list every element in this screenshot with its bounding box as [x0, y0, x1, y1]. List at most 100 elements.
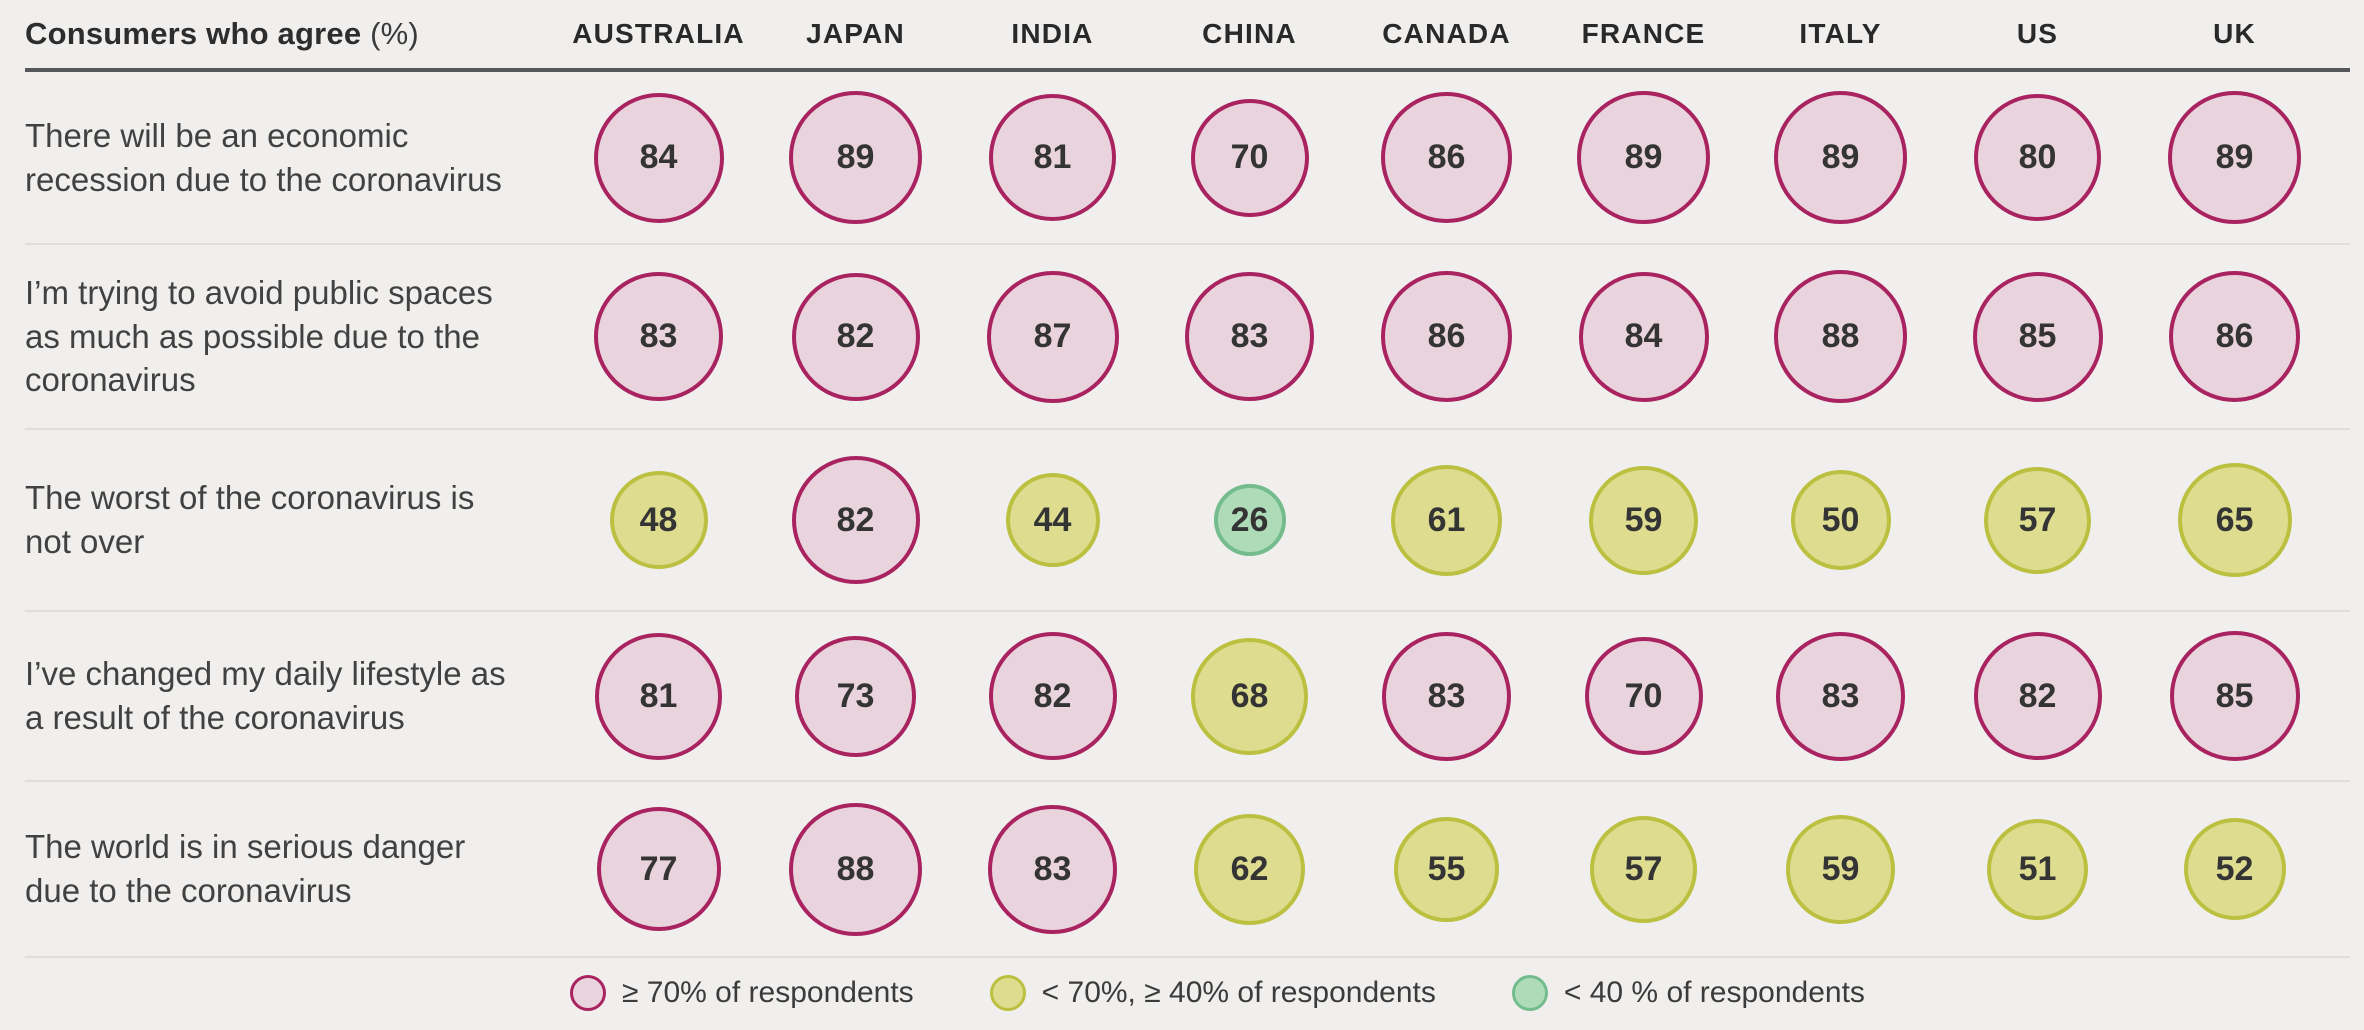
- value-bubble: 83: [1776, 631, 1905, 761]
- value-cell: 88: [757, 802, 954, 936]
- value-cell: 89: [2136, 91, 2333, 224]
- value-bubble: 62: [1194, 813, 1305, 925]
- value-bubble: 83: [988, 804, 1117, 934]
- value-cell: 50: [1742, 470, 1939, 570]
- value-cell: 65: [2136, 463, 2333, 577]
- value-bubble: 89: [1577, 91, 1710, 224]
- value-bubble: 70: [1584, 637, 1703, 755]
- column-header-china: CHINA: [1202, 18, 1297, 49]
- value-bubble: 87: [986, 270, 1119, 403]
- value-cell: 82: [757, 456, 954, 584]
- value-bubble: 57: [1984, 466, 2091, 574]
- value-bubble: 84: [1578, 271, 1709, 402]
- value-cell: 52: [2136, 818, 2333, 920]
- value-bubble: 51: [1987, 818, 2088, 920]
- column-header-australia: AUSTRALIA: [572, 18, 745, 49]
- value-cell: 70: [1545, 637, 1742, 755]
- value-cell: 26: [1151, 484, 1348, 556]
- value-cell: 59: [1545, 465, 1742, 575]
- row-label: There will be an economic recession due …: [25, 116, 502, 198]
- value-cell: 82: [954, 632, 1151, 760]
- legend-item-low: < 40 % of respondents: [1511, 975, 1865, 1011]
- value-cell: 89: [1545, 91, 1742, 224]
- value-bubble: 48: [609, 471, 708, 569]
- legend-swatch-mid: [989, 975, 1026, 1011]
- value-bubble: 73: [795, 635, 916, 757]
- value-cell: 68: [1151, 637, 1348, 755]
- column-header-india: INDIA: [1011, 18, 1094, 49]
- table-row: The worst of the coronavirus is not over…: [25, 430, 2350, 612]
- legend-item-mid: < 70%, ≥ 40% of respondents: [989, 975, 1436, 1011]
- value-bubble: 86: [2169, 271, 2300, 402]
- value-cell: 61: [1348, 464, 1545, 576]
- row-label: I’m trying to avoid public spaces as muc…: [25, 274, 493, 399]
- value-cell: 73: [757, 635, 954, 757]
- value-bubble: 89: [789, 91, 922, 224]
- value-cell: 83: [1742, 631, 1939, 761]
- value-bubble: 50: [1790, 470, 1891, 570]
- value-cell: 84: [1545, 271, 1742, 402]
- value-bubble: 55: [1394, 816, 1499, 922]
- table-row: I’ve changed my daily lifestyle as a res…: [25, 612, 2350, 782]
- table-row: There will be an economic recession due …: [25, 72, 2350, 245]
- value-bubble: 83: [594, 272, 723, 401]
- row-label: The world is in serious danger due to th…: [25, 828, 466, 909]
- value-bubble: 88: [1774, 270, 1907, 403]
- value-cell: 57: [1545, 815, 1742, 923]
- chart-title: Consumers who agree (%): [25, 16, 560, 52]
- value-bubble: 82: [988, 632, 1117, 760]
- row-label: The worst of the coronavirus is not over: [25, 479, 475, 560]
- column-header-italy: ITALY: [1799, 18, 1882, 49]
- value-cell: 86: [2136, 271, 2333, 402]
- value-bubble: 83: [1382, 631, 1511, 761]
- legend: ≥ 70% of respondents < 70%, ≥ 40% of resp…: [570, 958, 2350, 1028]
- value-cell: 86: [1348, 271, 1545, 402]
- value-bubble: 81: [595, 632, 722, 760]
- value-cell: 57: [1939, 466, 2136, 574]
- value-bubble: 86: [1381, 92, 1512, 223]
- value-bubble: 81: [989, 94, 1116, 221]
- value-bubble: 85: [1972, 271, 2103, 402]
- value-bubble: 88: [789, 802, 922, 936]
- value-bubble: 89: [1774, 91, 1907, 224]
- chart-title-text: Consumers who agree: [25, 16, 362, 51]
- column-header-france: FRANCE: [1581, 18, 1706, 49]
- legend-label: ≥ 70% of respondents: [622, 976, 914, 1009]
- value-cell: 89: [1742, 91, 1939, 224]
- value-cell: 80: [1939, 94, 2136, 221]
- column-header-us: US: [2016, 18, 2059, 49]
- table-row: The world is in serious danger due to th…: [25, 782, 2350, 958]
- value-cell: 82: [757, 272, 954, 401]
- value-cell: 44: [954, 473, 1151, 567]
- value-bubble: 68: [1191, 637, 1308, 755]
- legend-label: < 70%, ≥ 40% of respondents: [1041, 976, 1436, 1009]
- value-cell: 62: [1151, 813, 1348, 925]
- value-cell: 81: [954, 94, 1151, 221]
- value-bubble: 44: [1005, 473, 1100, 567]
- value-bubble: 85: [2169, 631, 2300, 761]
- value-bubble: 89: [2168, 91, 2301, 224]
- value-bubble: 80: [1974, 94, 2101, 221]
- value-cell: 85: [1939, 271, 2136, 402]
- value-bubble: 82: [791, 272, 920, 401]
- value-cell: 87: [954, 270, 1151, 403]
- value-cell: 55: [1348, 816, 1545, 922]
- value-cell: 51: [1939, 818, 2136, 920]
- value-bubble: 77: [596, 807, 721, 931]
- value-bubble: 86: [1381, 271, 1512, 402]
- value-cell: 59: [1742, 814, 1939, 924]
- legend-item-high: ≥ 70% of respondents: [570, 975, 914, 1011]
- row-label: I’ve changed my daily lifestyle as a res…: [25, 655, 506, 736]
- value-bubble: 61: [1391, 464, 1502, 576]
- value-bubble: 70: [1190, 98, 1309, 217]
- value-bubble: 82: [791, 456, 920, 584]
- value-cell: 82: [1939, 632, 2136, 760]
- value-cell: 83: [560, 272, 757, 401]
- value-bubble: 59: [1589, 465, 1698, 575]
- table-row: I’m trying to avoid public spaces as muc…: [25, 245, 2350, 430]
- value-cell: 88: [1742, 270, 1939, 403]
- column-header-canada: CANADA: [1382, 18, 1511, 49]
- value-bubble: 82: [1973, 632, 2102, 760]
- value-cell: 83: [954, 804, 1151, 934]
